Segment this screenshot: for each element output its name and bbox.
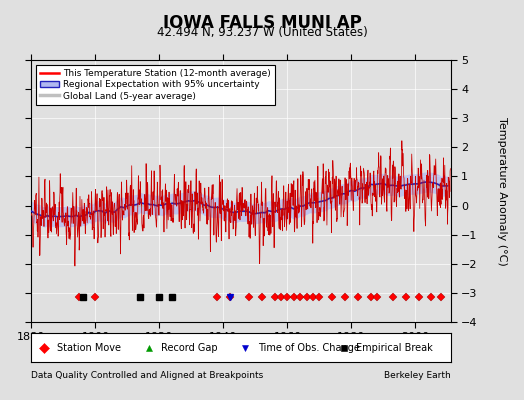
Text: Berkeley Earth: Berkeley Earth <box>384 371 451 380</box>
Text: Empirical Break: Empirical Break <box>356 342 433 353</box>
Legend: This Temperature Station (12-month average), Regional Expectation with 95% uncer: This Temperature Station (12-month avera… <box>36 64 275 105</box>
Text: IOWA FALLS MUNI AP: IOWA FALLS MUNI AP <box>162 14 362 32</box>
Text: 42.494 N, 93.237 W (United States): 42.494 N, 93.237 W (United States) <box>157 26 367 39</box>
Text: Record Gap: Record Gap <box>161 342 218 353</box>
Text: Data Quality Controlled and Aligned at Breakpoints: Data Quality Controlled and Aligned at B… <box>31 371 264 380</box>
Text: Station Move: Station Move <box>57 342 121 353</box>
Text: Time of Obs. Change: Time of Obs. Change <box>258 342 359 353</box>
Y-axis label: Temperature Anomaly (°C): Temperature Anomaly (°C) <box>497 117 507 265</box>
